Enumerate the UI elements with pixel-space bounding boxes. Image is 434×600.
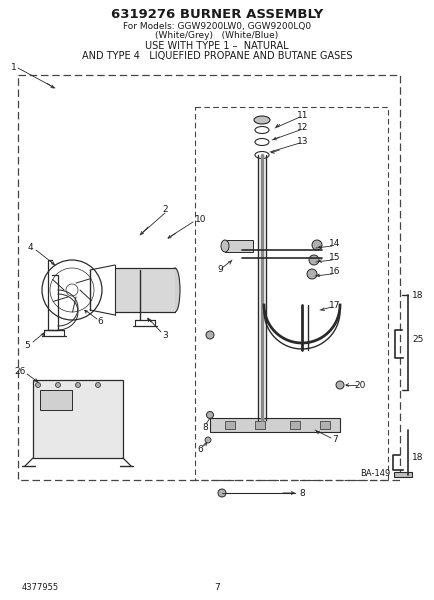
Circle shape: [217, 489, 226, 497]
Text: 4377955: 4377955: [22, 583, 59, 593]
Text: 14: 14: [329, 238, 340, 247]
Text: 20: 20: [354, 380, 365, 389]
Bar: [393, 472, 411, 477]
Text: 8: 8: [202, 424, 207, 433]
Circle shape: [204, 437, 210, 443]
Bar: [224, 240, 253, 252]
Text: 12: 12: [296, 124, 308, 133]
Bar: [224, 421, 234, 429]
Ellipse shape: [220, 240, 228, 252]
Bar: [289, 421, 299, 429]
Text: AND TYPE 4   LIQUEFIED PROPANE AND BUTANE GASES: AND TYPE 4 LIQUEFIED PROPANE AND BUTANE …: [82, 51, 352, 61]
Text: 15: 15: [329, 253, 340, 263]
Text: BA-149: BA-149: [359, 469, 389, 478]
Text: (White/Grey)   (White/Blue): (White/Grey) (White/Blue): [155, 31, 278, 40]
Bar: [254, 421, 264, 429]
Text: 25: 25: [411, 335, 423, 344]
Circle shape: [308, 255, 318, 265]
Bar: [210, 418, 339, 432]
Text: 11: 11: [296, 110, 308, 119]
Text: For Models: GGW9200LW0, GGW9200LQ0: For Models: GGW9200LW0, GGW9200LQ0: [123, 22, 310, 31]
Bar: [194, 107, 387, 480]
Text: 3: 3: [162, 331, 168, 340]
Ellipse shape: [170, 268, 180, 312]
Bar: [115, 268, 174, 312]
Text: 18: 18: [411, 454, 423, 463]
Text: 18: 18: [411, 292, 423, 301]
Text: 13: 13: [296, 136, 308, 145]
Text: 6: 6: [197, 445, 202, 455]
Text: 9: 9: [217, 265, 222, 275]
Circle shape: [36, 383, 40, 388]
Circle shape: [311, 240, 321, 250]
Text: 7: 7: [332, 436, 337, 445]
Text: 16: 16: [329, 268, 340, 277]
Text: 6319276 BURNER ASSEMBLY: 6319276 BURNER ASSEMBLY: [111, 7, 322, 20]
Bar: [319, 421, 329, 429]
Text: 5: 5: [24, 340, 30, 349]
Bar: [40, 390, 72, 410]
Text: 4: 4: [27, 242, 33, 251]
Circle shape: [306, 269, 316, 279]
Bar: [33, 380, 123, 458]
Circle shape: [206, 412, 213, 419]
Text: 2: 2: [162, 205, 168, 214]
Circle shape: [206, 331, 214, 339]
Text: 7: 7: [214, 583, 219, 593]
Ellipse shape: [253, 116, 270, 124]
Text: 10: 10: [194, 215, 206, 224]
Text: 1: 1: [11, 64, 17, 73]
Circle shape: [76, 383, 80, 388]
Text: 26: 26: [14, 367, 26, 377]
Text: 17: 17: [329, 301, 340, 310]
Text: USE WITH TYPE 1 –  NATURAL: USE WITH TYPE 1 – NATURAL: [145, 41, 288, 51]
Circle shape: [56, 383, 60, 388]
Circle shape: [95, 383, 100, 388]
Text: 8: 8: [299, 488, 304, 497]
Bar: [18, 75, 399, 480]
Circle shape: [335, 381, 343, 389]
Text: 6: 6: [97, 317, 102, 326]
